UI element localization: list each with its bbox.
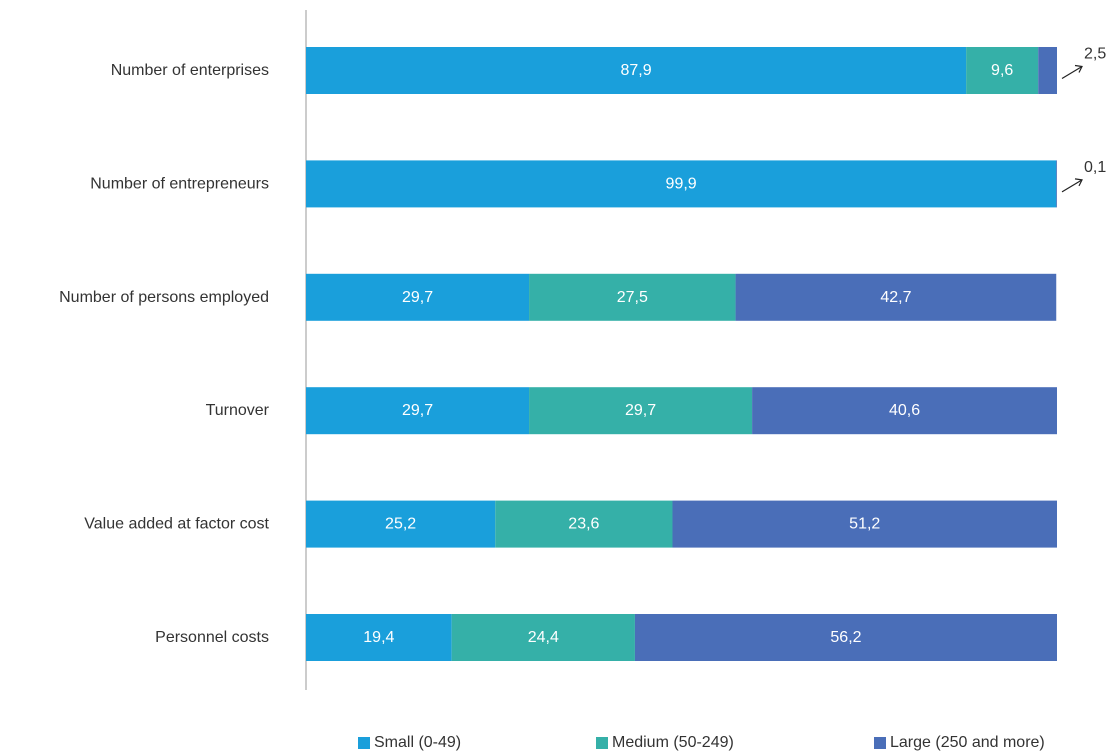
bars: 87,9 9,6 99,9 29,7 27,5 42,7 29,7 29,7 40,6 25,2 2… — [306, 47, 1057, 661]
bar-large-250-and-more-turnover — [752, 387, 1057, 435]
category-labels: Number of enterprises Number of entrepren… — [59, 62, 270, 646]
stacked-bar-chart: Number of enterprises Number of entrepren… — [59, 10, 1106, 690]
data-label-large-250-and-more-value-added-at-factor-cost: 51,2 — [849, 516, 880, 533]
bar-large-250-and-more-personnel-costs — [634, 614, 1057, 661]
legend-swatch-medium — [596, 737, 608, 749]
legend-label-large: Large (250 and more) — [890, 734, 1045, 751]
legend-swatch-large — [874, 737, 886, 749]
callout-arrow-head — [1074, 64, 1083, 73]
bar-small-0-49-turnover — [306, 387, 530, 435]
callout-arrow-line — [1061, 65, 1083, 80]
legend-item-medium: Medium (50-249) — [596, 734, 734, 752]
data-label-small-0-49-turnover: 29,7 — [402, 402, 433, 419]
bar-small-0-49-number-of-entrepreneurs — [306, 160, 1057, 208]
category-label-number-of-persons-employed: Number of persons employed — [59, 289, 269, 306]
data-label-medium-50-249-turnover: 29,7 — [625, 402, 656, 419]
data-label-medium-50-249-value-added-at-factor-cost: 23,6 — [568, 516, 599, 533]
category-label-value-added-at-factor-cost: Value added at factor cost — [84, 516, 269, 533]
data-label-small-0-49-number-of-enterprises: 87,9 — [620, 62, 651, 79]
data-label-large-250-and-more-personnel-costs: 56,2 — [830, 629, 861, 646]
callout-label: 2,5 — [1084, 46, 1106, 63]
bar-medium-50-249-value-added-at-factor-cost — [495, 500, 673, 548]
category-label-number-of-entrepreneurs: Number of entrepreneurs — [90, 175, 269, 192]
data-label-medium-50-249-number-of-persons-employed: 27,5 — [617, 289, 648, 306]
bar-medium-50-249-number-of-enterprises — [966, 47, 1039, 94]
legend-label-medium: Medium (50-249) — [612, 734, 734, 751]
legend-swatch-small — [358, 737, 370, 749]
bar-small-0-49-number-of-enterprises — [306, 47, 967, 94]
data-label-small-0-49-personnel-costs: 19,4 — [363, 629, 394, 646]
callout-label: 0,1 — [1084, 159, 1106, 176]
bar-large-250-and-more-number-of-persons-employed — [735, 273, 1057, 321]
category-label-personnel-costs: Personnel costs — [155, 629, 269, 646]
legend-item-large: Large (250 and more) — [874, 734, 1045, 752]
data-label-small-0-49-number-of-persons-employed: 29,7 — [402, 289, 433, 306]
legend-item-small: Small (0-49) — [358, 734, 461, 752]
data-label-medium-50-249-number-of-enterprises: 9,6 — [991, 62, 1013, 79]
category-label-turnover: Turnover — [206, 402, 270, 419]
bar-small-0-49-personnel-costs — [306, 614, 452, 661]
data-label-large-250-and-more-number-of-persons-employed: 42,7 — [880, 289, 911, 306]
legend: Small (0-49) Medium (50-249) Large (250 … — [0, 734, 1120, 755]
callout-arrow-head — [1074, 178, 1083, 187]
bar-medium-50-249-turnover — [529, 387, 753, 435]
data-label-small-0-49-value-added-at-factor-cost: 25,2 — [385, 516, 416, 533]
bar-large-250-and-more-number-of-enterprises — [1038, 47, 1057, 94]
data-label-large-250-and-more-turnover: 40,6 — [889, 402, 920, 419]
category-label-number-of-enterprises: Number of enterprises — [111, 62, 269, 79]
callouts: 2,5 0,1 — [1061, 46, 1106, 193]
callout-arrow-line — [1061, 179, 1083, 193]
bar-small-0-49-value-added-at-factor-cost — [306, 500, 496, 548]
bar-small-0-49-number-of-persons-employed — [306, 273, 530, 321]
data-label-small-0-49-number-of-entrepreneurs: 99,9 — [666, 175, 697, 192]
bar-medium-50-249-personnel-costs — [451, 614, 635, 661]
data-label-medium-50-249-personnel-costs: 24,4 — [528, 629, 559, 646]
bar-large-250-and-more-value-added-at-factor-cost — [672, 500, 1057, 548]
bar-medium-50-249-number-of-persons-employed — [529, 273, 736, 321]
legend-label-small: Small (0-49) — [374, 734, 462, 751]
bar-large-250-and-more-number-of-entrepreneurs — [1056, 160, 1057, 208]
